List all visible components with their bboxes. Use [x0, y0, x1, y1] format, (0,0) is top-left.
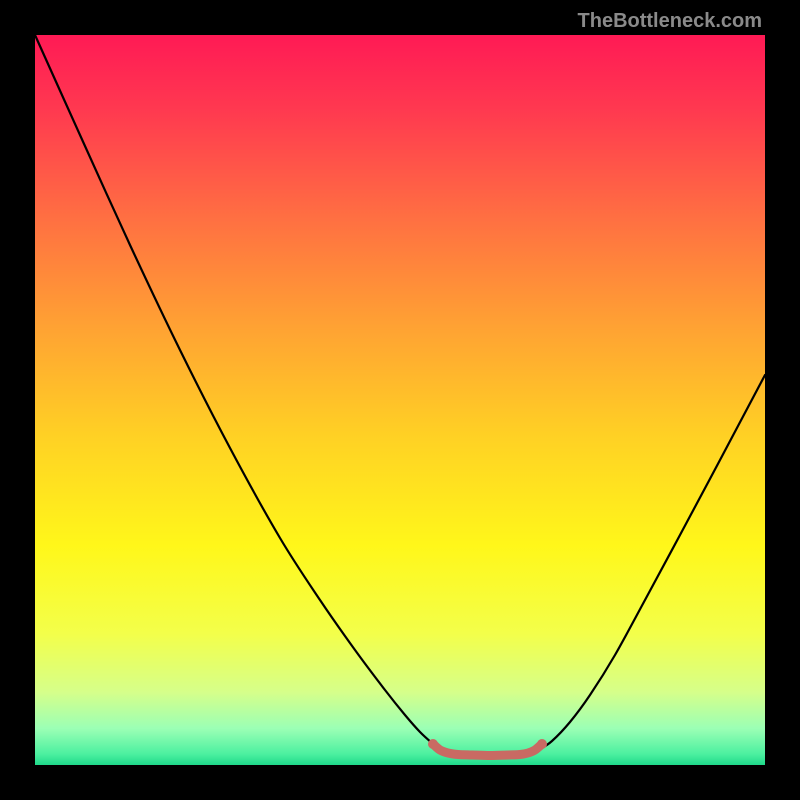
- bottom-marker-dots: [428, 739, 547, 749]
- watermark-text: TheBottleneck.com: [578, 10, 762, 33]
- curve-layer: [0, 0, 800, 800]
- chart-container: TheBottleneck.com: [0, 0, 800, 800]
- bottom-marker-path: [433, 744, 542, 756]
- main-curve: [35, 35, 765, 755]
